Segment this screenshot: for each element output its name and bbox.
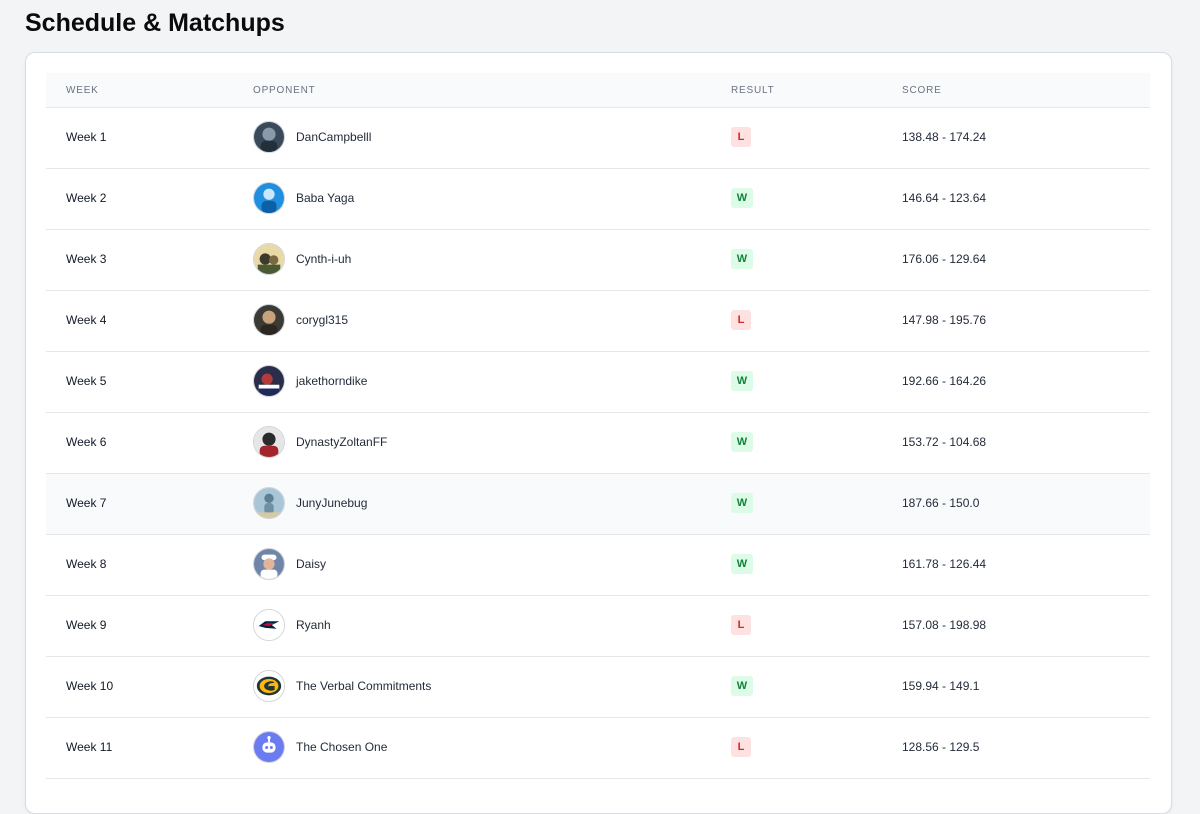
- week-cell: Week 9: [66, 618, 107, 632]
- opponent-name[interactable]: Cynth-i-uh: [296, 252, 352, 266]
- week-cell: Week 4: [66, 313, 107, 327]
- page-title: Schedule & Matchups: [25, 9, 285, 37]
- score-cell: 157.08 - 198.98: [902, 618, 987, 632]
- header-week: WEEK: [66, 85, 99, 96]
- score-cell: 187.66 - 150.0: [902, 496, 980, 510]
- opponent-avatar: [253, 243, 285, 275]
- opponent-name[interactable]: corygl315: [296, 313, 349, 327]
- opponent-avatar: [253, 548, 285, 580]
- result-badge: W: [731, 249, 753, 269]
- result-badge: W: [731, 554, 753, 574]
- score-cell: 192.66 - 164.26: [902, 374, 987, 388]
- opponent-name[interactable]: The Verbal Commitments: [296, 679, 432, 693]
- score-cell: 128.56 - 129.5: [902, 740, 980, 754]
- opponent-name[interactable]: Ryanh: [296, 618, 331, 632]
- table-row[interactable]: Week 9 Ryanh L 157.08 - 198.98: [46, 596, 1150, 657]
- result-badge: L: [731, 737, 751, 757]
- table-row[interactable]: Week 1 DanCampbelll L 138.48 - 174.24: [46, 108, 1150, 169]
- robot-avatar-icon: [253, 731, 285, 763]
- opponent-avatar: [253, 182, 285, 214]
- table-row[interactable]: Week 7 JunyJunebug W 187.66 - 150.0: [46, 474, 1150, 535]
- opponent-avatar: [253, 487, 285, 519]
- result-badge: W: [731, 432, 753, 452]
- week-cell: Week 1: [66, 130, 107, 144]
- table-row[interactable]: Week 11 The Chosen One L 128.56 - 129.5: [46, 718, 1150, 779]
- opponent-name[interactable]: JunyJunebug: [296, 496, 368, 510]
- result-badge: W: [731, 493, 753, 513]
- table-row[interactable]: Week 6 DynastyZoltanFF W 153.72 - 104.68: [46, 413, 1150, 474]
- score-cell: 138.48 - 174.24: [902, 130, 987, 144]
- result-badge: L: [731, 615, 751, 635]
- opponent-name[interactable]: DynastyZoltanFF: [296, 435, 388, 449]
- schedule-table: WEEK OPPONENT RESULT SCORE Week 1 DanCam…: [46, 73, 1150, 779]
- table-row[interactable]: Week 8 Daisy W 161.78 - 126.44: [46, 535, 1150, 596]
- table-row[interactable]: Week 4 corygl315 L 147.98 - 195.76: [46, 291, 1150, 352]
- opponent-avatar: [253, 304, 285, 336]
- opponent-name[interactable]: The Chosen One: [296, 740, 388, 754]
- header-opponent: OPPONENT: [253, 85, 316, 96]
- score-cell: 146.64 - 123.64: [902, 191, 987, 205]
- week-cell: Week 7: [66, 496, 107, 510]
- result-badge: L: [731, 310, 751, 330]
- opponent-name[interactable]: DanCampbelll: [296, 130, 372, 144]
- result-badge: L: [731, 127, 751, 147]
- week-cell: Week 2: [66, 191, 107, 205]
- score-cell: 176.06 - 129.64: [902, 252, 987, 266]
- week-cell: Week 11: [66, 740, 113, 754]
- schedule-card: WEEK OPPONENT RESULT SCORE Week 1 DanCam…: [25, 52, 1172, 814]
- table-row[interactable]: Week 2 Baba Yaga W 146.64 - 123.64: [46, 169, 1150, 230]
- table-header: WEEK OPPONENT RESULT SCORE: [46, 73, 1150, 108]
- week-cell: Week 3: [66, 252, 107, 266]
- week-cell: Week 8: [66, 557, 107, 571]
- packers-logo-icon: [253, 670, 285, 702]
- header-result: RESULT: [731, 85, 775, 96]
- score-cell: 159.94 - 149.1: [902, 679, 980, 693]
- opponent-avatar: [253, 426, 285, 458]
- opponent-name[interactable]: jakethorndike: [296, 374, 368, 388]
- patriots-logo-icon: [253, 609, 285, 641]
- opponent-name[interactable]: Daisy: [296, 557, 327, 571]
- week-cell: Week 5: [66, 374, 107, 388]
- result-badge: W: [731, 188, 753, 208]
- score-cell: 161.78 - 126.44: [902, 557, 987, 571]
- opponent-avatar: [253, 365, 285, 397]
- week-cell: Week 10: [66, 679, 114, 693]
- header-score: SCORE: [902, 85, 942, 96]
- opponent-name[interactable]: Baba Yaga: [296, 191, 355, 205]
- result-badge: W: [731, 676, 753, 696]
- table-row[interactable]: Week 10 The Verbal Commitments W 159.94 …: [46, 657, 1150, 718]
- result-badge: W: [731, 371, 753, 391]
- week-cell: Week 6: [66, 435, 107, 449]
- opponent-avatar: [253, 121, 285, 153]
- table-row[interactable]: Week 5 jakethorndike W 192.66 - 164.26: [46, 352, 1150, 413]
- table-row[interactable]: Week 3 Cynth-i-uh W 176.06 - 129.64: [46, 230, 1150, 291]
- score-cell: 153.72 - 104.68: [902, 435, 987, 449]
- score-cell: 147.98 - 195.76: [902, 313, 987, 327]
